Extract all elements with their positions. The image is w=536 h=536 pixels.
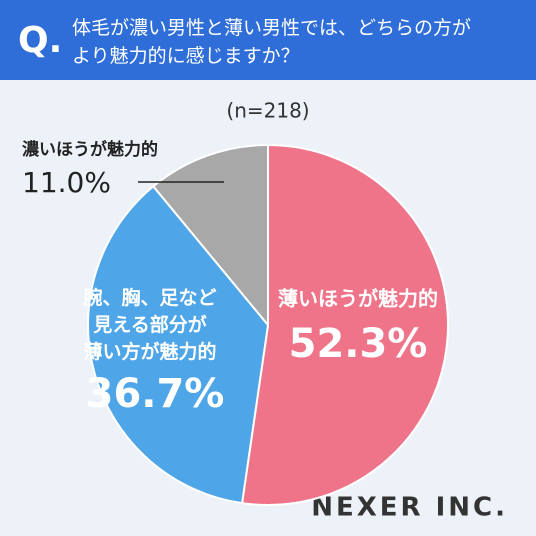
pie-slice [240, 143, 449, 506]
slice-label-line: 薄い方が魅力的 [83, 340, 216, 363]
slice-value-label: 52.3% [289, 321, 428, 367]
slice-value-label: 36.7% [86, 371, 225, 417]
slice-label: 腕、胸、足など見える部分が薄い方が魅力的 [82, 286, 216, 363]
chart-title: 体毛が濃い男性と薄い男性では、どちらの方がより魅力的に感じますか？ [72, 17, 471, 67]
slice-label: 濃いほうが魅力的 [22, 139, 158, 160]
header-band [0, 0, 536, 80]
slice-label-line: 見える部分が [93, 313, 206, 336]
slice-label: 薄いほうが魅力的 [278, 287, 438, 311]
slice-value-label: 11.0% [22, 166, 111, 199]
question-mark: Q. [18, 20, 62, 61]
chart-title-line: より魅力的に感じますか？ [72, 45, 300, 67]
brand-logo: NEXER INC. [311, 493, 508, 523]
pie-slice [87, 184, 270, 505]
chart-subtitle: (n=218) [226, 99, 309, 123]
chart-title-line: 体毛が濃い男性と薄い男性では、どちらの方が [72, 17, 471, 39]
slice-label-line: 腕、胸、足など [82, 286, 216, 309]
